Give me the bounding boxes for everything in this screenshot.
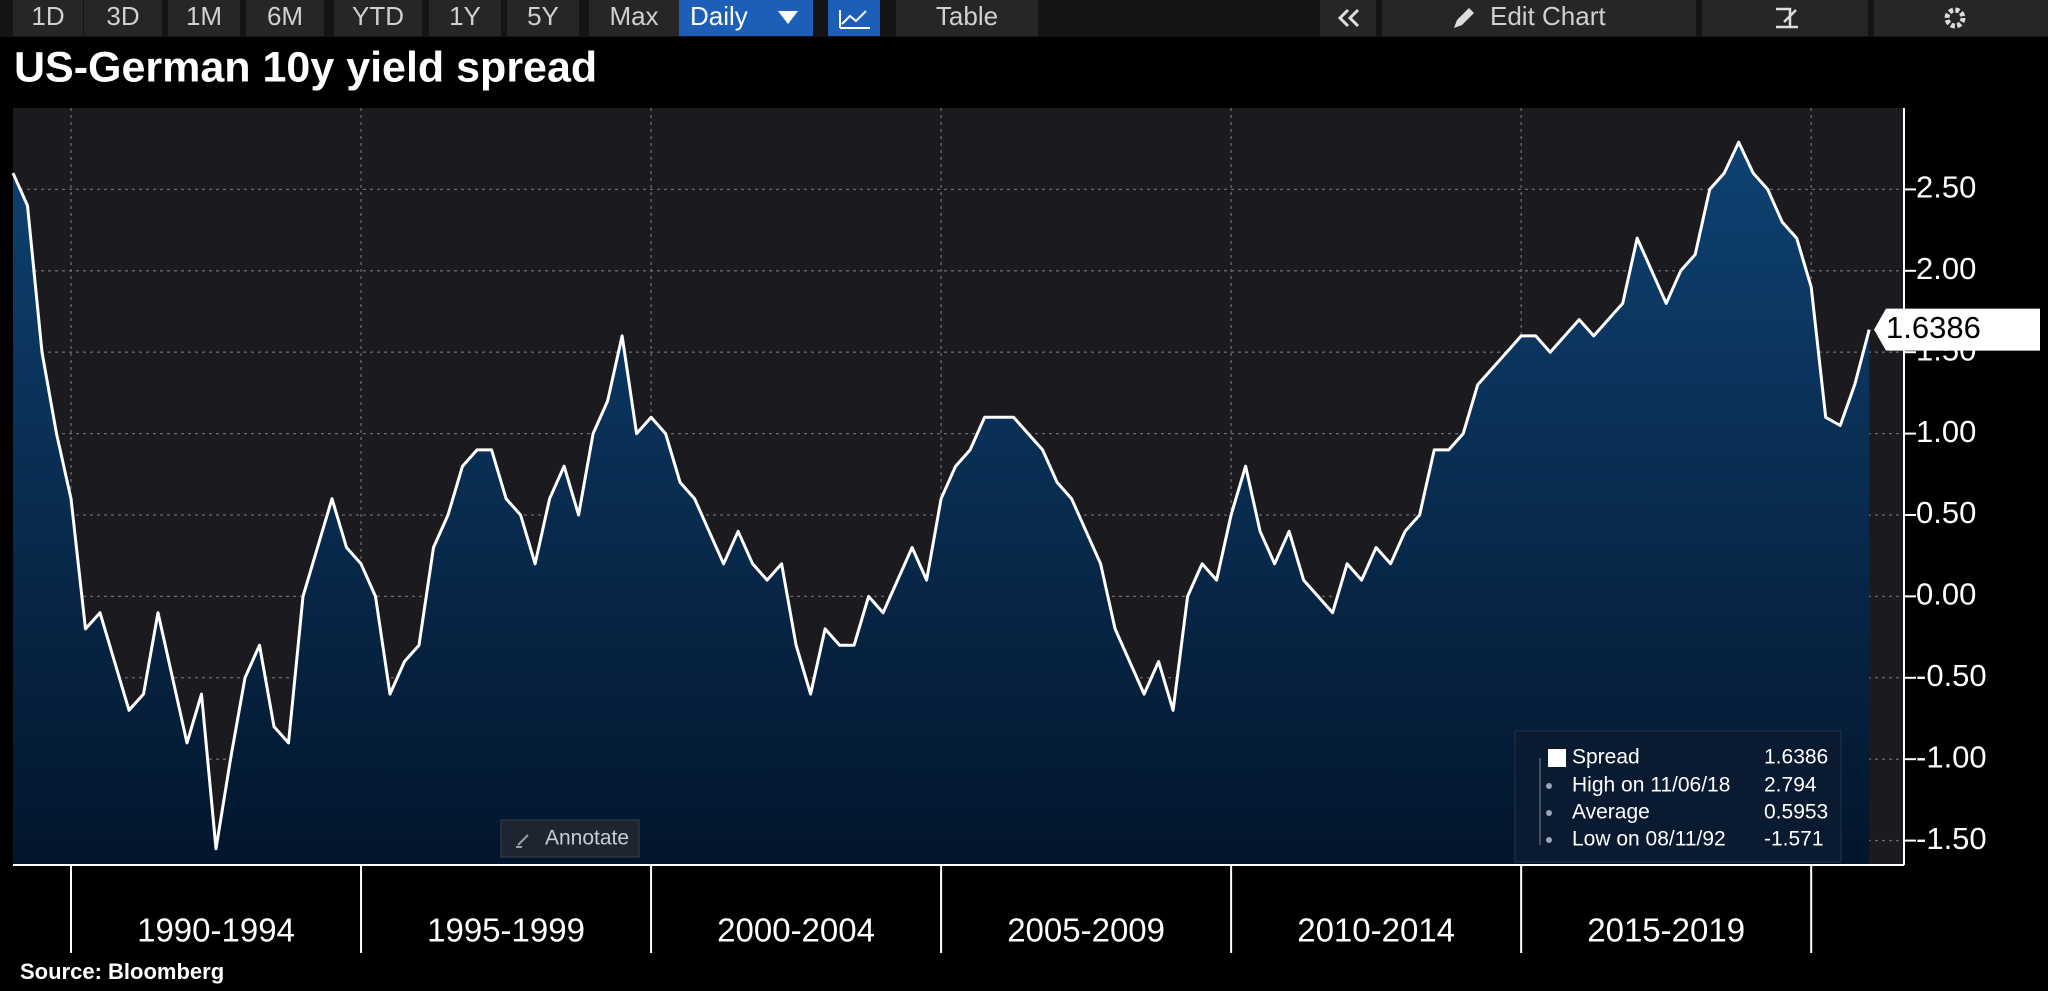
edit-chart-label[interactable]: Edit Chart bbox=[1490, 1, 1606, 31]
last-value-tag bbox=[1874, 308, 2040, 351]
legend-value: -1.571 bbox=[1764, 828, 1824, 851]
range-label[interactable]: 1M bbox=[186, 1, 222, 31]
annotate-icon bbox=[516, 834, 529, 848]
legend-value: 0.5953 bbox=[1764, 801, 1828, 824]
range-button[interactable] bbox=[168, 0, 240, 36]
range-button[interactable] bbox=[246, 0, 324, 36]
y-tick-label: 0.00 bbox=[1916, 577, 1976, 612]
collapse-icon bbox=[1337, 8, 1360, 28]
legend-box bbox=[1514, 730, 1842, 863]
chart-type-icon bbox=[839, 10, 870, 29]
annotate-label[interactable]: Annotate bbox=[545, 827, 629, 850]
dropdown-arrow[interactable] bbox=[778, 11, 798, 24]
chart-type-button[interactable] bbox=[828, 0, 880, 36]
y-tick-label: -0.50 bbox=[1916, 658, 1987, 693]
last-value-label: 1.6386 bbox=[1886, 310, 1981, 345]
legend-label: Average bbox=[1572, 801, 1650, 824]
range-label[interactable]: 3D bbox=[106, 1, 139, 31]
legend: Spread 1.6386 High on 11/06/18 2.794 Average… bbox=[1514, 730, 1842, 863]
x-tick-label: 1995-1999 bbox=[427, 912, 585, 949]
y-tick-label: 2.00 bbox=[1916, 251, 1976, 286]
y-tick-label: 2.50 bbox=[1916, 170, 1976, 205]
table-label[interactable]: Table bbox=[936, 1, 998, 31]
settings-icon bbox=[1944, 7, 1966, 29]
range-label[interactable]: 1Y bbox=[449, 1, 481, 31]
pencil-icon bbox=[1454, 8, 1474, 28]
range-button[interactable] bbox=[429, 0, 501, 36]
table-button[interactable] bbox=[896, 0, 1038, 36]
source-note: Source: Bloomberg bbox=[20, 959, 224, 984]
drawing-tools-button[interactable] bbox=[1702, 0, 1868, 36]
legend-label: Low on 08/11/92 bbox=[1572, 828, 1726, 851]
legend-label: Spread bbox=[1572, 746, 1640, 769]
legend-label: High on 11/06/18 bbox=[1572, 774, 1730, 797]
x-tick-label: 2000-2004 bbox=[717, 912, 875, 949]
legend-swatch bbox=[1548, 749, 1566, 767]
range-button[interactable] bbox=[13, 0, 83, 36]
range-button[interactable] bbox=[507, 0, 579, 36]
y-tick-label: 0.50 bbox=[1916, 495, 1976, 530]
x-tick-label: 2015-2019 bbox=[1587, 912, 1745, 949]
edit-chart-button[interactable] bbox=[1382, 0, 1696, 36]
x-tick-label: 2010-2014 bbox=[1297, 912, 1455, 949]
legend-symbol bbox=[1546, 783, 1552, 789]
range-label[interactable]: YTD bbox=[352, 1, 404, 31]
series bbox=[11, 140, 1871, 865]
frequency-label[interactable]: Daily bbox=[690, 1, 748, 31]
range-button[interactable] bbox=[84, 0, 162, 36]
legend-symbol bbox=[1546, 837, 1552, 843]
chart-title: US-German 10y yield spread bbox=[14, 43, 597, 91]
y-tick-label: -1.00 bbox=[1916, 739, 1987, 774]
series-line bbox=[11, 140, 1871, 851]
drawing-tools-icon bbox=[1776, 7, 1798, 29]
range-button[interactable] bbox=[334, 0, 422, 36]
range-button[interactable] bbox=[589, 0, 679, 36]
range-label[interactable]: 5Y bbox=[527, 1, 559, 31]
toolbar-buttons: 1D 3D 1M 6M YTD 1Y 5Y Max Daily Table Edit Chart bbox=[13, 0, 2048, 36]
y-tick-label: 1.00 bbox=[1916, 414, 1976, 449]
annotate-button[interactable]: Annotate bbox=[500, 819, 640, 858]
range-label[interactable]: 1D bbox=[31, 1, 64, 31]
range-label[interactable]: 6M bbox=[267, 1, 303, 31]
legend-value: 1.6386 bbox=[1764, 746, 1828, 769]
y-tick-label: -1.50 bbox=[1916, 821, 1987, 856]
legend-value: 2.794 bbox=[1764, 774, 1817, 797]
x-tick-label: 2005-2009 bbox=[1007, 912, 1165, 949]
legend-symbol bbox=[1546, 810, 1552, 816]
x-tick-label: 1990-1994 bbox=[137, 912, 295, 949]
range-label[interactable]: Max bbox=[609, 1, 658, 31]
axes: 2.502.001.501.000.500.00-0.50-1.00-1.501… bbox=[70, 170, 2040, 953]
